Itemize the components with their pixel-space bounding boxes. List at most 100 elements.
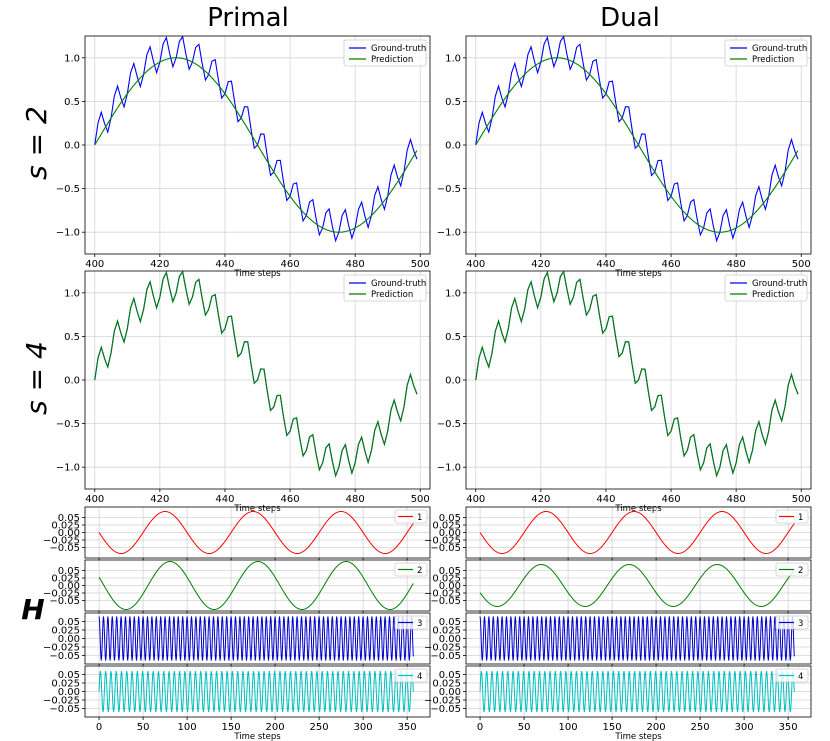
x-tick-label: 460 [281, 259, 300, 270]
series-line-3 [98, 616, 414, 661]
y-tick-label: −0.5 [437, 419, 461, 430]
series-line-prediction [94, 57, 418, 233]
series-line-ground-truth [475, 271, 799, 478]
x-tick-label: 200 [266, 722, 285, 733]
x-tick-label: 0 [96, 722, 102, 733]
x-tick-label: 420 [531, 494, 550, 505]
series-line-4 [98, 671, 414, 712]
x-tick-label: 420 [150, 259, 169, 270]
x-tick-label: 480 [727, 494, 746, 505]
series-line-ground-truth [94, 36, 418, 243]
y-tick-label: 0.025 [432, 574, 461, 585]
y-tick-label: 1.0 [64, 288, 80, 299]
y-tick-label: −0.025 [43, 643, 80, 654]
y-tick-label: −1.0 [56, 228, 80, 239]
x-tick-label: 50 [518, 722, 531, 733]
x-tick-label: 500 [792, 494, 811, 505]
y-tick-label: 0.05 [58, 513, 80, 524]
x-tick-label: 0 [477, 722, 483, 733]
y-tick-label: 0.05 [58, 670, 80, 681]
chart-primal-s2: −1.0 −0.5 0.0 0.5 1.0 400 420 440 460 480 500 Time … [56, 35, 431, 279]
y-tick-label: 1.0 [64, 53, 80, 64]
x-tick-label: 440 [596, 494, 615, 505]
y-tick-label: −0.5 [56, 419, 80, 430]
y-tick-label: 0.00 [439, 634, 461, 645]
row-label-s2: s = 2 [20, 106, 53, 180]
y-tick-label: 0.05 [58, 617, 80, 628]
y-tick-label: 0.00 [58, 634, 80, 645]
y-tick-label: 0.0 [64, 141, 80, 152]
y-tick-label: −0.05 [430, 704, 461, 715]
x-tick-label: 400 [466, 494, 485, 505]
y-tick-label: 0.00 [58, 581, 80, 592]
legend-label: Ground-truth [371, 279, 426, 289]
y-tick-label: −1.0 [437, 463, 461, 474]
series-line-1 [98, 510, 414, 555]
legend-label: 1 [417, 513, 422, 523]
legend-label: 4 [798, 672, 803, 682]
legend-label: Prediction [752, 55, 794, 65]
x-axis-label: Time steps [233, 732, 281, 741]
y-tick-label: −1.0 [56, 463, 80, 474]
chart-dual-s4: −1.0 −0.5 0.0 0.5 1.0 400 420 440 460 480 500 Time … [437, 270, 812, 514]
y-tick-label: 0.05 [439, 566, 461, 577]
x-tick-label: 400 [85, 259, 104, 270]
x-tick-label: 100 [559, 722, 578, 733]
y-tick-label: 0.0 [445, 376, 461, 387]
y-tick-label: 0.00 [439, 687, 461, 698]
y-tick-label: −0.05 [49, 543, 80, 554]
x-tick-label: 100 [178, 722, 197, 733]
x-tick-label: 400 [466, 259, 485, 270]
y-tick-label: 0.05 [439, 513, 461, 524]
x-tick-label: 480 [346, 259, 365, 270]
series-line-prediction [94, 271, 418, 478]
y-tick-label: 1.0 [445, 53, 461, 64]
y-tick-label: 0.0 [64, 376, 80, 387]
legend-label: 4 [417, 672, 422, 682]
x-tick-label: 500 [411, 259, 430, 270]
x-tick-label: 300 [735, 722, 754, 733]
legend-label: Prediction [371, 290, 413, 300]
y-tick-label: 0.00 [58, 687, 80, 698]
y-tick-label: 0.025 [51, 521, 80, 532]
legend-label: Prediction [371, 55, 413, 65]
y-tick-label: −0.05 [430, 543, 461, 554]
x-axis-label: Time steps [614, 732, 662, 741]
y-tick-label: 0.5 [445, 97, 461, 108]
x-tick-label: 440 [596, 259, 615, 270]
x-tick-label: 300 [354, 722, 373, 733]
series-line-prediction [475, 57, 799, 233]
x-axis-label: Time steps [614, 269, 662, 279]
x-tick-label: 440 [215, 259, 234, 270]
x-tick-label: 460 [662, 494, 681, 505]
x-tick-label: 420 [150, 494, 169, 505]
y-tick-label: −0.025 [43, 696, 80, 707]
y-tick-label: 1.0 [445, 288, 461, 299]
series-line-1 [479, 510, 795, 555]
x-tick-label: 420 [531, 259, 550, 270]
x-tick-label: 500 [411, 494, 430, 505]
legend-label: 3 [417, 619, 422, 629]
y-tick-label: 0.05 [58, 566, 80, 577]
x-tick-label: 150 [222, 722, 241, 733]
x-tick-label: 350 [398, 722, 417, 733]
x-tick-label: 350 [779, 722, 798, 733]
legend-label: Ground-truth [752, 44, 807, 54]
y-tick-label: −0.05 [49, 596, 80, 607]
y-tick-label: 0.5 [64, 332, 80, 343]
series-line-2 [98, 561, 414, 610]
legend-label: 1 [798, 513, 803, 523]
series-line-prediction [475, 271, 799, 478]
x-tick-label: 250 [691, 722, 710, 733]
y-tick-label: 0.025 [432, 679, 461, 690]
x-tick-label: 440 [215, 494, 234, 505]
legend-label: 2 [417, 566, 422, 576]
legend-label: 3 [798, 619, 803, 629]
y-tick-label: −0.05 [430, 596, 461, 607]
h-label: H [21, 593, 44, 626]
chart-primal-s4: −1.0 −0.5 0.0 0.5 1.0 400 420 440 460 480 500 Time … [56, 270, 431, 514]
